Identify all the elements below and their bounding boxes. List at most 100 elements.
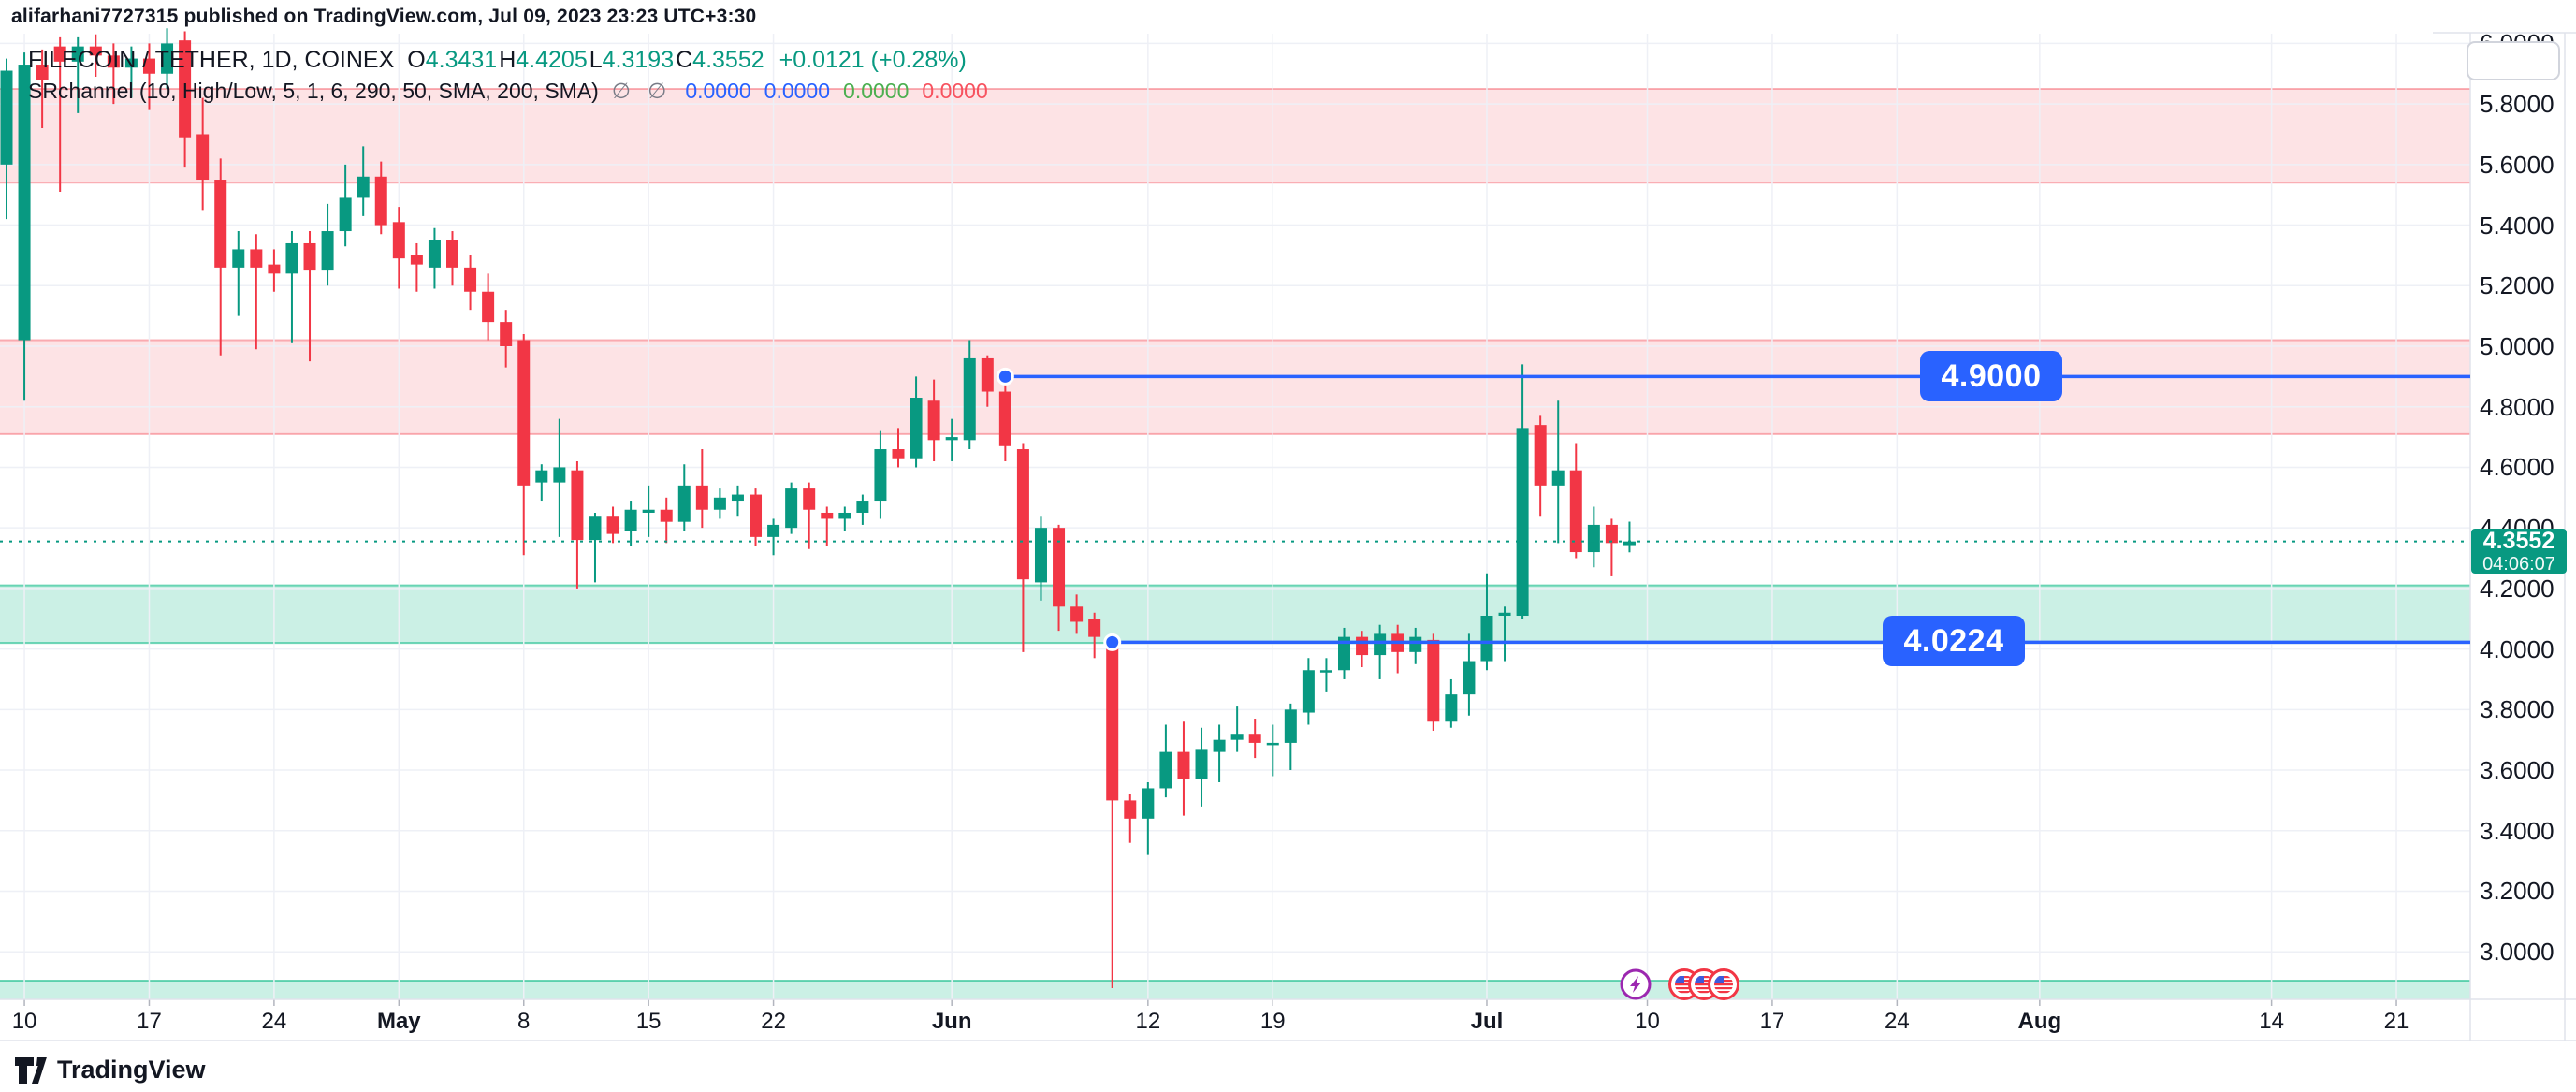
candle	[482, 273, 495, 341]
candle	[517, 334, 531, 556]
candle	[1124, 794, 1137, 843]
ray-anchor-handle[interactable]	[1103, 633, 1122, 651]
indicator-values: 0.0000 0.0000 0.0000 0.0000	[685, 79, 1000, 104]
candle	[303, 231, 316, 362]
candle	[874, 430, 887, 519]
price-axis-label: 5.4000	[2480, 211, 2554, 240]
candle	[589, 512, 602, 583]
time-axis-label: 24	[1885, 1009, 1910, 1034]
candle	[1319, 658, 1332, 692]
candle	[268, 249, 281, 292]
candle	[535, 464, 548, 502]
ray-anchor-handle[interactable]	[996, 367, 1014, 386]
resistance-zone	[0, 339, 2470, 435]
candle	[1302, 658, 1315, 725]
candle	[196, 97, 210, 211]
ohlc-value: H4.4205	[499, 47, 588, 73]
candle	[1480, 573, 1493, 671]
time-axis-label: Jun	[931, 1009, 972, 1034]
horizontal-ray[interactable]	[996, 367, 2470, 386]
grid-lines	[0, 34, 2470, 1006]
time-axis-label: May	[376, 1009, 421, 1034]
candle	[179, 31, 192, 168]
candle	[1427, 633, 1440, 731]
candle	[446, 231, 458, 286]
economic-event-icon[interactable]	[1620, 968, 1652, 1000]
price-axis-label: 3.6000	[2480, 756, 2554, 785]
price-axis-label: 3.0000	[2480, 938, 2554, 967]
candle	[553, 418, 566, 537]
indicator-title[interactable]: SRchannel (10, High/Low, 5, 1, 6, 290, 5…	[28, 79, 599, 103]
indicator-value: 0.0000	[685, 79, 751, 103]
ohlc-values: O4.3431H4.4205L4.3193C4.3552	[407, 47, 765, 74]
indicator-value: 0.0000	[922, 79, 988, 103]
candle	[1266, 724, 1279, 777]
time-axis-label: Aug	[2017, 1009, 2062, 1034]
symbol-title[interactable]: FILECOIN / TETHER, 1D, COINEX	[28, 47, 395, 73]
candle	[250, 234, 263, 350]
price-axis-label: 5.0000	[2480, 332, 2554, 360]
time-axis-label: 12	[1135, 1009, 1161, 1034]
price-axis-label: 3.2000	[2480, 877, 2554, 906]
ray-price-label[interactable]: 4.9000	[1920, 351, 2062, 401]
horizontal-ray[interactable]	[1103, 633, 2470, 651]
candle	[1088, 612, 1101, 659]
candle	[963, 340, 976, 450]
indicator-value: 0.0000	[764, 79, 831, 103]
price-axis-label: 5.6000	[2480, 150, 2554, 179]
price-axis-label: 4.2000	[2480, 574, 2554, 603]
candle	[1445, 678, 1458, 728]
candle	[998, 370, 1011, 461]
candle	[892, 428, 905, 468]
candle	[392, 207, 405, 289]
ohlc-value: L4.3193	[589, 47, 675, 73]
candle	[1516, 364, 1529, 619]
price-axis-label: 3.4000	[2480, 816, 2554, 845]
tradingview-logo-text: TradingView	[57, 1056, 206, 1084]
us-flag-icon[interactable]	[1708, 968, 1739, 1000]
candle	[89, 34, 102, 77]
symbol-row: FILECOIN / TETHER, 1D, COINEX O4.3431H4.…	[28, 47, 1001, 77]
candle	[1016, 443, 1029, 652]
candle	[1213, 724, 1226, 782]
candle	[1498, 606, 1511, 662]
price-axis-label: 4.8000	[2480, 392, 2554, 421]
candle	[1053, 524, 1066, 632]
candle	[1142, 781, 1155, 855]
candle	[750, 488, 763, 546]
indicator-value: 0.0000	[843, 79, 910, 103]
last-price-tag: 4.3552 04:06:07	[2471, 528, 2567, 575]
time-axis-label: 24	[261, 1009, 287, 1034]
candle	[1587, 506, 1600, 568]
price-axis-label: 5.2000	[2480, 271, 2554, 300]
candle	[1338, 627, 1350, 679]
snapshot-byline: alifarhani7727315 published on TradingVi…	[11, 6, 757, 27]
price-axis-label: 4.6000	[2480, 453, 2554, 482]
candle	[945, 418, 958, 461]
candle	[856, 494, 869, 525]
candle	[18, 52, 31, 401]
time-axis-label: 15	[635, 1009, 662, 1034]
candle	[124, 46, 138, 98]
candle	[1374, 624, 1387, 679]
time-axis-label: Jul	[1470, 1009, 1504, 1034]
chart-legend: FILECOIN / TETHER, 1D, COINEX O4.3431H4.…	[28, 47, 1001, 109]
candle	[36, 49, 49, 129]
ray-price-label[interactable]: 4.0224	[1883, 616, 2025, 666]
price-axis-label: 4.0000	[2480, 634, 2554, 663]
candle	[1551, 400, 1565, 544]
candle	[142, 43, 155, 110]
tradingview-logo[interactable]: TradingView	[14, 1056, 206, 1085]
candle	[464, 255, 477, 311]
candle	[232, 231, 245, 316]
candle	[161, 28, 174, 89]
time-axis-label: 17	[137, 1009, 162, 1034]
candle	[374, 161, 387, 235]
candle	[1070, 594, 1084, 634]
time-axis-label: 10	[1635, 1009, 1660, 1034]
candle	[571, 460, 584, 589]
time-axis-label: 17	[1759, 1009, 1785, 1034]
price-axis-label: 5.8000	[2480, 90, 2554, 119]
candle	[339, 164, 352, 247]
